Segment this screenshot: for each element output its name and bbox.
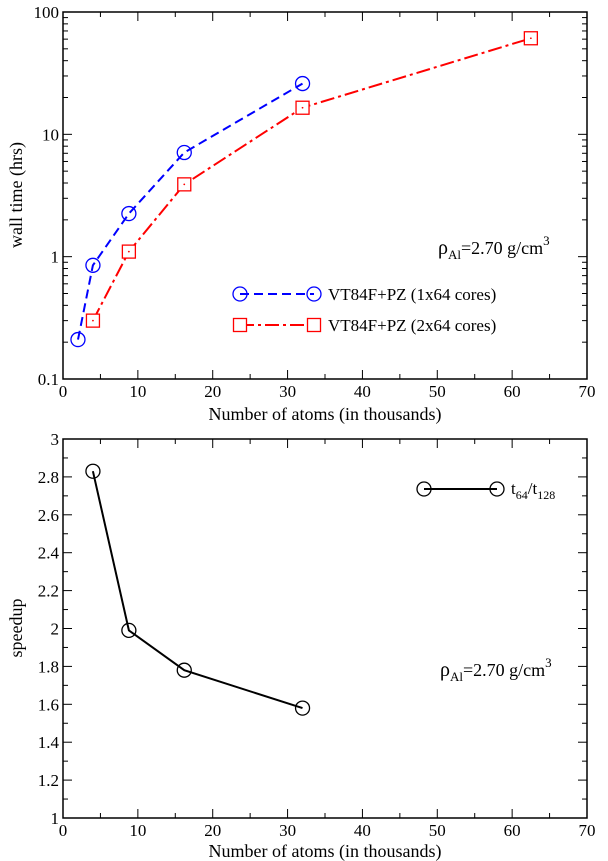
annotation-text: =2.70 g/cm <box>461 238 543 258</box>
series-group <box>85 463 311 716</box>
x-tick-label: 0 <box>59 382 68 401</box>
y-tick-label: 2.6 <box>38 506 59 525</box>
speedup-chart: 0 10 20 30 40 50 60 70 1 1.2 1.4 1.6 1.8 2 2.2 2.4 2.6 2… <box>6 430 596 861</box>
data-point-center-dot <box>529 37 532 40</box>
rho-symbol: ρ <box>438 237 448 259</box>
series-group <box>70 31 539 348</box>
y-tick-label: 1.4 <box>38 733 60 752</box>
data-point-circle <box>121 622 137 639</box>
y-axis-label: wall time (hrs) <box>6 142 27 248</box>
legend-entry-2x64: VT84F+PZ (2x64 cores) <box>232 316 496 335</box>
y-axis-label: speedup <box>6 599 26 658</box>
y-tick-label: 2.4 <box>38 544 60 563</box>
x-tick-label: 70 <box>579 821 596 840</box>
data-point-circle <box>121 205 137 222</box>
x-axis-ticks: 0 10 20 30 40 50 60 70 <box>59 439 596 840</box>
plot-frame <box>62 438 588 819</box>
y-axis-ticks: 1 1.2 1.4 1.6 1.8 2 2.2 2.4 2.6 2.8 3 <box>38 430 587 828</box>
rho-subscript: Al <box>450 669 463 684</box>
legend-marker-circle <box>306 286 322 302</box>
annotation-text: =2.70 g/cm <box>463 660 545 680</box>
data-point-center-dot <box>301 106 304 109</box>
data-point-center-dot <box>127 250 130 253</box>
x-tick-label: 50 <box>429 382 446 401</box>
density-annotation: ρAl=2.70 g/cm3 <box>440 655 552 684</box>
x-tick-label: 10 <box>129 821 146 840</box>
series-line-0 <box>91 470 303 710</box>
x-axis-ticks: 0 10 20 30 40 50 60 70 <box>59 12 596 401</box>
y-tick-label: 2.8 <box>38 468 59 487</box>
legend-marker-square <box>306 317 322 333</box>
x-tick-label: 0 <box>59 821 68 840</box>
annotation-superscript: 3 <box>545 655 552 670</box>
x-tick-label: 20 <box>204 821 221 840</box>
x-tick-label: 10 <box>129 382 146 401</box>
legend-label-2x64: VT84F+PZ (2x64 cores) <box>328 316 496 335</box>
x-tick-label: 20 <box>204 382 221 401</box>
plot-frame <box>62 11 588 380</box>
data-point-circle <box>85 463 101 479</box>
legend: t64/t128 <box>416 479 555 502</box>
x-tick-label: 30 <box>279 821 296 840</box>
x-axis-label: Number of atoms (in thousands) <box>209 841 442 861</box>
x-tick-label: 40 <box>354 821 371 840</box>
x-tick-label: 60 <box>504 821 521 840</box>
legend-entry-1x64: VT84F+PZ (1x64 cores) <box>232 285 496 304</box>
x-tick-label: 70 <box>579 382 596 401</box>
y-axis-ticks: 0.1 1 10 100 <box>34 3 587 389</box>
y-tick-label: 10 <box>42 125 59 144</box>
data-point-circle <box>294 700 311 716</box>
legend-t: t <box>511 479 516 498</box>
wall-time-chart: 0 10 20 30 40 50 60 70 0.1 1 10 100 Number of atom… <box>6 3 596 425</box>
legend-marker-circle <box>416 481 432 497</box>
data-point-center-dot <box>183 183 186 186</box>
y-tick-label: 0.1 <box>38 370 59 389</box>
series-line-0 <box>77 82 304 340</box>
legend: VT84F+PZ (1x64 cores) VT84F+PZ (2x64 cor… <box>232 285 496 335</box>
x-tick-label: 40 <box>354 382 371 401</box>
y-tick-label: 1.8 <box>38 657 59 676</box>
legend-marker-circle <box>489 481 505 497</box>
data-point-circle <box>85 257 101 273</box>
rho-symbol: ρ <box>440 659 450 681</box>
legend-label-speedup: t64/t128 <box>511 479 555 502</box>
legend-marker-circle <box>232 286 248 302</box>
y-tick-label: 2.2 <box>38 582 59 601</box>
y-tick-label: 1.2 <box>38 771 59 790</box>
x-tick-label: 50 <box>429 821 446 840</box>
y-tick-label: 100 <box>34 3 60 22</box>
annotation-superscript: 3 <box>543 233 550 248</box>
series-line-1 <box>92 37 532 322</box>
data-point-circle <box>176 662 192 678</box>
data-point-circle <box>176 144 192 161</box>
density-annotation: ρAl=2.70 g/cm3 <box>438 233 550 262</box>
y-tick-label: 2 <box>51 620 60 639</box>
y-tick-label: 1.6 <box>38 695 59 714</box>
y-tick-label: 1 <box>51 248 60 267</box>
legend-slash-t: /t <box>528 479 538 498</box>
legend-marker-square <box>232 317 248 333</box>
legend-sub-64: 64 <box>516 488 528 502</box>
x-tick-label: 30 <box>279 382 296 401</box>
x-axis-label: Number of atoms (in thousands) <box>209 404 442 425</box>
y-tick-label: 3 <box>51 430 60 449</box>
rho-subscript: Al <box>448 247 461 262</box>
data-point-center-dot <box>92 319 94 322</box>
data-point-circle <box>294 75 311 92</box>
legend-label-1x64: VT84F+PZ (1x64 cores) <box>328 285 496 304</box>
y-tick-label: 1 <box>51 809 60 828</box>
x-tick-label: 60 <box>504 382 521 401</box>
legend-sub-128: 128 <box>537 488 555 502</box>
data-point-circle <box>70 331 86 348</box>
